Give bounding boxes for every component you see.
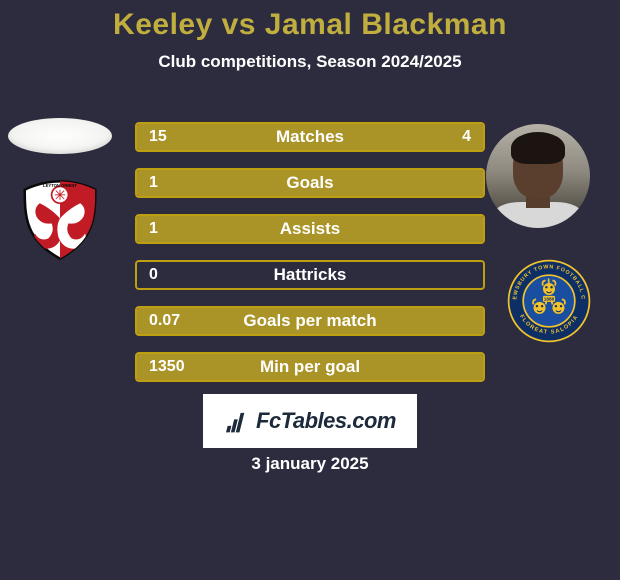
- stat-row: Assists1: [135, 214, 485, 244]
- stat-value-left: 1: [149, 216, 158, 242]
- svg-text:LEYTON ORIENT: LEYTON ORIENT: [43, 183, 77, 188]
- comparison-infographic: Keeley vs Jamal Blackman Club competitio…: [0, 0, 620, 580]
- player-right-photo: [486, 124, 590, 228]
- stat-fill-left: [137, 354, 483, 380]
- stat-row: Matches154: [135, 122, 485, 152]
- club-right-year: 1886: [544, 297, 555, 303]
- stats-table: Matches154Goals1Assists1Hattricks0Goals …: [135, 122, 485, 398]
- player-left-photo: [8, 118, 112, 154]
- fctables-logo-icon: [224, 408, 250, 434]
- stat-fill-left: [137, 216, 483, 242]
- fctables-branding: FcTables.com: [203, 394, 417, 448]
- stat-value-left: 0: [149, 262, 158, 288]
- stat-value-left: 1: [149, 170, 158, 196]
- fctables-label: FcTables.com: [256, 408, 396, 434]
- stat-row: Goals per match0.07: [135, 306, 485, 336]
- club-right-badge-svg: SHREWSBURY TOWN FOOTBALL CLUB FLOREAT SA…: [506, 258, 592, 344]
- stat-value-left: 15: [149, 124, 167, 150]
- page-subtitle: Club competitions, Season 2024/2025: [0, 52, 620, 72]
- stat-label: Hattricks: [137, 262, 483, 288]
- club-left-badge: LEYTON ORIENT: [18, 178, 102, 262]
- stat-row: Min per goal1350: [135, 352, 485, 382]
- stat-fill-left: [137, 124, 410, 150]
- stat-row: Goals1: [135, 168, 485, 198]
- stat-fill-left: [137, 308, 483, 334]
- stat-fill-left: [137, 170, 483, 196]
- infographic-date: 3 january 2025: [0, 454, 620, 474]
- page-title: Keeley vs Jamal Blackman: [0, 0, 620, 42]
- stat-fill-right: [410, 124, 483, 150]
- stat-value-right: 4: [462, 124, 471, 150]
- club-left-badge-svg: LEYTON ORIENT: [18, 178, 102, 262]
- stat-value-left: 0.07: [149, 308, 180, 334]
- stat-row: Hattricks0: [135, 260, 485, 290]
- club-right-badge: SHREWSBURY TOWN FOOTBALL CLUB FLOREAT SA…: [506, 258, 592, 344]
- stat-value-left: 1350: [149, 354, 185, 380]
